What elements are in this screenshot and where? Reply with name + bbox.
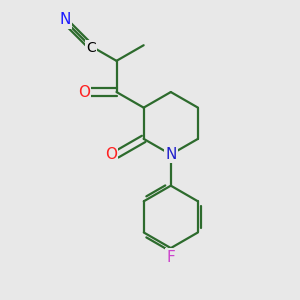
Text: F: F	[167, 250, 175, 265]
Text: O: O	[78, 85, 90, 100]
Text: N: N	[165, 147, 176, 162]
Text: N: N	[60, 12, 71, 27]
Text: O: O	[105, 147, 117, 162]
Text: C: C	[86, 41, 96, 55]
